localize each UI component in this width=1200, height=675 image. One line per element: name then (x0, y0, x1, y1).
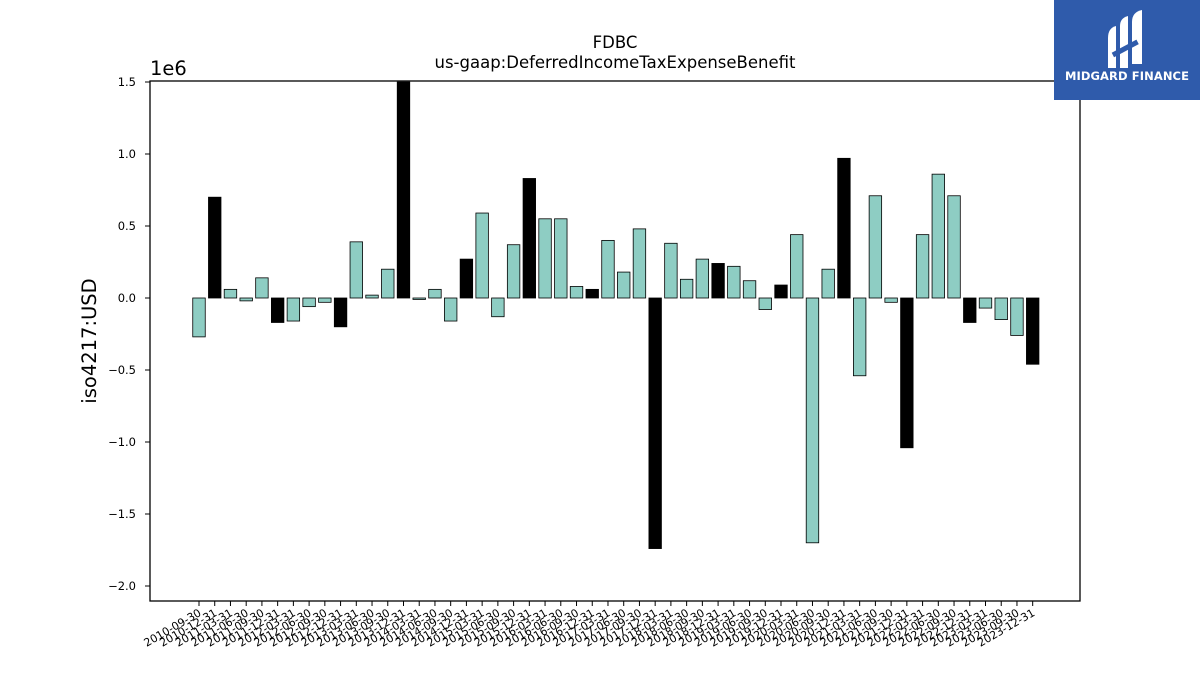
bar-2022-06-30 (931, 173, 945, 299)
bars-group (192, 81, 1040, 549)
bar-2011-12-31 (270, 297, 285, 323)
bar-2021-09-30 (884, 297, 898, 303)
bar-2018-12-31 (711, 263, 725, 299)
bar-2023-03-31 (978, 297, 993, 309)
bar-2014-06-30 (428, 288, 442, 299)
bar-2020-06-30 (805, 297, 820, 544)
bar-2016-06-30 (554, 218, 568, 299)
bar-2018-03-31 (664, 242, 678, 299)
brand-logo: MIDGARD FINANCE (1054, 0, 1200, 100)
bar-2019-09-30 (758, 297, 772, 310)
bar-2012-12-31 (333, 297, 348, 328)
bar-2023-06-30 (994, 297, 1008, 321)
bar-2018-06-30 (679, 278, 694, 299)
bar-2012-09-30 (318, 297, 332, 303)
bar-2019-06-30 (742, 280, 757, 299)
bar-2010-12-31 (208, 196, 222, 299)
bar-2015-09-30 (506, 244, 521, 299)
bar-2023-09-30 (1010, 297, 1024, 336)
bar-2022-12-31 (963, 297, 977, 323)
bar-2011-09-30 (255, 277, 269, 299)
logo-text: MIDGARD FINANCE (1064, 69, 1190, 83)
bar-2019-12-31 (774, 284, 788, 299)
bar-2013-09-30 (381, 268, 395, 299)
y-tick-label: 0.0 (118, 291, 136, 305)
bar-2016-09-30 (569, 286, 584, 299)
bar-2015-06-30 (491, 297, 505, 318)
plot-frame (149, 80, 1081, 602)
y-tick-label: −1.5 (108, 507, 136, 521)
bar-2021-12-31 (900, 297, 914, 449)
chart-title: FDBC (593, 33, 638, 52)
y-tick-label: 0.5 (118, 219, 136, 233)
y-tick-label: 1.5 (118, 75, 136, 89)
y-axis-ticks: 1.5 1.0 0.5 0.0 −0.5 −1.0 −1.5 −2.0 (108, 75, 150, 593)
y-axis-offset-label: 1e6 (150, 57, 187, 80)
bar-2012-03-31 (286, 297, 301, 322)
bar-2015-03-31 (475, 212, 489, 299)
bar-2022-03-31 (915, 234, 930, 299)
bar-2020-03-31 (790, 234, 804, 299)
bar-2022-09-30 (947, 195, 961, 299)
bar-2021-06-30 (868, 195, 883, 299)
bar-2017-09-30 (632, 228, 647, 299)
y-tick-label: −1.0 (108, 435, 136, 449)
y-axis-label: iso4217:USD (78, 278, 101, 403)
bar-2020-12-31 (837, 157, 851, 299)
bar-2014-12-31 (459, 258, 474, 299)
bar-2014-09-30 (444, 297, 458, 322)
y-tick-label: 1.0 (118, 147, 136, 161)
chart-subtitle: us-gaap:DeferredIncomeTaxExpenseBenefit (435, 53, 797, 72)
bar-2013-12-31 (396, 81, 411, 299)
y-tick-label: −2.0 (108, 579, 136, 593)
bar-2019-03-31 (727, 265, 741, 299)
bar-2013-03-31 (349, 241, 363, 299)
bar-2015-12-31 (522, 178, 536, 299)
bar-2011-03-31 (223, 288, 238, 299)
y-tick-label: −0.5 (108, 363, 136, 377)
bar-2014-03-31 (412, 297, 426, 300)
x-axis-ticks: 2010-09-302010-12-312011-03-312011-06-30… (142, 601, 1037, 650)
bar-2011-06-30 (239, 297, 253, 302)
bar-2017-06-30 (617, 271, 631, 299)
bar-2017-03-31 (601, 239, 615, 299)
bar-2023-12-31 (1026, 297, 1040, 365)
bar-2012-06-30 (302, 297, 316, 308)
bar-2016-12-31 (585, 288, 599, 299)
bar-2017-12-31 (648, 297, 662, 549)
bar-2020-09-30 (821, 268, 835, 299)
bar-2013-06-30 (365, 294, 379, 299)
bar-2021-03-31 (853, 297, 867, 377)
bar-2018-09-30 (695, 258, 710, 299)
bar-2016-03-31 (538, 218, 552, 299)
logo-mark-icon (1108, 10, 1142, 68)
bar-2010-09-30 (192, 297, 206, 338)
